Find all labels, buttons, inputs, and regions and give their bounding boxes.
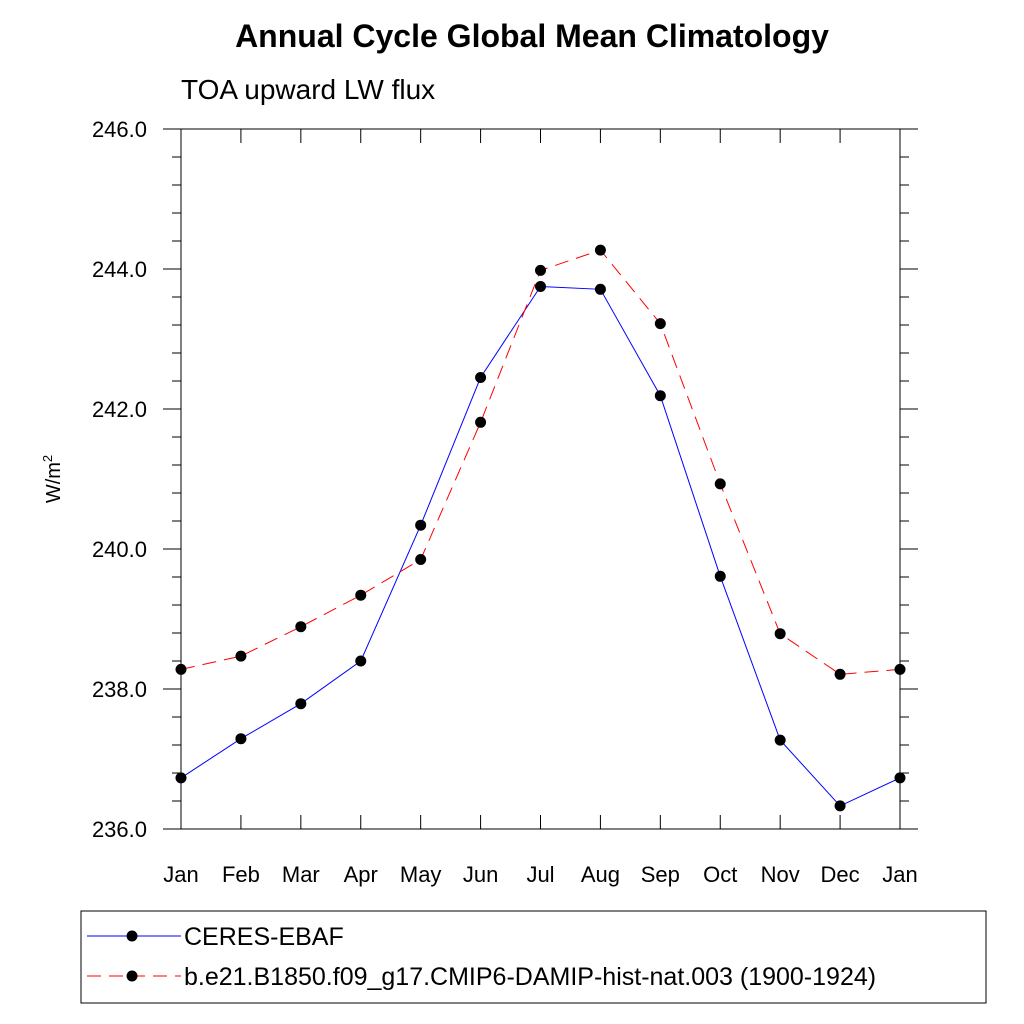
series-line <box>180 249 901 675</box>
x-tick-label: Oct <box>703 862 737 887</box>
data-point <box>714 478 726 490</box>
data-point <box>295 698 307 710</box>
x-tick-label: Nov <box>761 862 800 887</box>
y-axis-label-text: W/m <box>43 462 65 503</box>
chart-title: Annual Cycle Global Mean Climatology <box>235 18 829 54</box>
y-tick-label: 240.0 <box>92 537 147 562</box>
data-point <box>355 589 367 601</box>
x-tick-label: Jun <box>463 862 498 887</box>
x-tick-label: Jul <box>526 862 554 887</box>
x-tick-label: Jan <box>163 862 198 887</box>
x-tick-label: May <box>400 862 442 887</box>
y-tick-label: 244.0 <box>92 257 147 282</box>
x-tick-label: Aug <box>581 862 620 887</box>
data-point <box>295 621 307 633</box>
x-tick-label: Feb <box>222 862 260 887</box>
y-tick-label: 238.0 <box>92 677 147 702</box>
x-tick-label: Jan <box>882 862 917 887</box>
data-point <box>774 734 786 746</box>
chart-subtitle: TOA upward LW flux <box>181 74 435 105</box>
data-point <box>894 663 906 675</box>
data-point <box>714 570 726 582</box>
data-point <box>175 663 187 675</box>
legend-item: b.e21.B1850.f09_g17.CMIP6-DAMIP-hist-nat… <box>87 963 876 991</box>
legend-item: CERES-EBAF <box>87 923 344 951</box>
data-point <box>834 800 846 812</box>
plot-frame <box>180 128 901 830</box>
data-point <box>654 318 666 330</box>
x-tick-label: Apr <box>344 862 378 887</box>
x-tick-label: Dec <box>821 862 860 887</box>
y-tick-label: 242.0 <box>92 397 147 422</box>
data-point <box>535 281 546 292</box>
data-point <box>654 390 666 402</box>
y-axis-label-superscript: 2 <box>40 455 55 462</box>
legend-marker <box>126 970 138 982</box>
axes: Jan Feb Mar Apr May Jun Jul Aug Sep Oct Nov Dec Jan 2… <box>92 117 918 887</box>
data-point <box>594 283 606 295</box>
data-point <box>415 519 427 531</box>
data-point <box>475 372 487 383</box>
legend-label: b.e21.B1850.f09_g17.CMIP6-DAMIP-hist-nat… <box>184 963 876 991</box>
data-point <box>894 772 906 784</box>
data-point <box>774 628 786 640</box>
series-layer <box>175 244 906 812</box>
data-point <box>475 416 487 428</box>
legend-marker <box>126 930 138 942</box>
x-tick-label: Mar <box>282 862 320 887</box>
data-point <box>235 650 247 662</box>
data-point <box>535 264 546 276</box>
series-2 <box>175 244 906 680</box>
series-line <box>180 285 901 807</box>
x-tick-label: Sep <box>641 862 680 887</box>
y-axis-label: W/m2 <box>40 455 65 503</box>
y-tick-label: 236.0 <box>92 817 147 842</box>
data-point <box>235 733 247 745</box>
data-point <box>594 244 606 256</box>
data-point <box>834 668 846 680</box>
data-point <box>415 554 427 565</box>
series-1 <box>175 281 906 812</box>
data-point <box>175 772 187 784</box>
data-point <box>355 655 367 667</box>
legend-label: CERES-EBAF <box>184 923 344 951</box>
legend-box <box>80 910 987 1004</box>
legend: CERES-EBAF b.e21.B1850.f09_g17.CMIP6-DAMI… <box>87 923 876 991</box>
y-tick-label: 246.0 <box>92 117 147 142</box>
